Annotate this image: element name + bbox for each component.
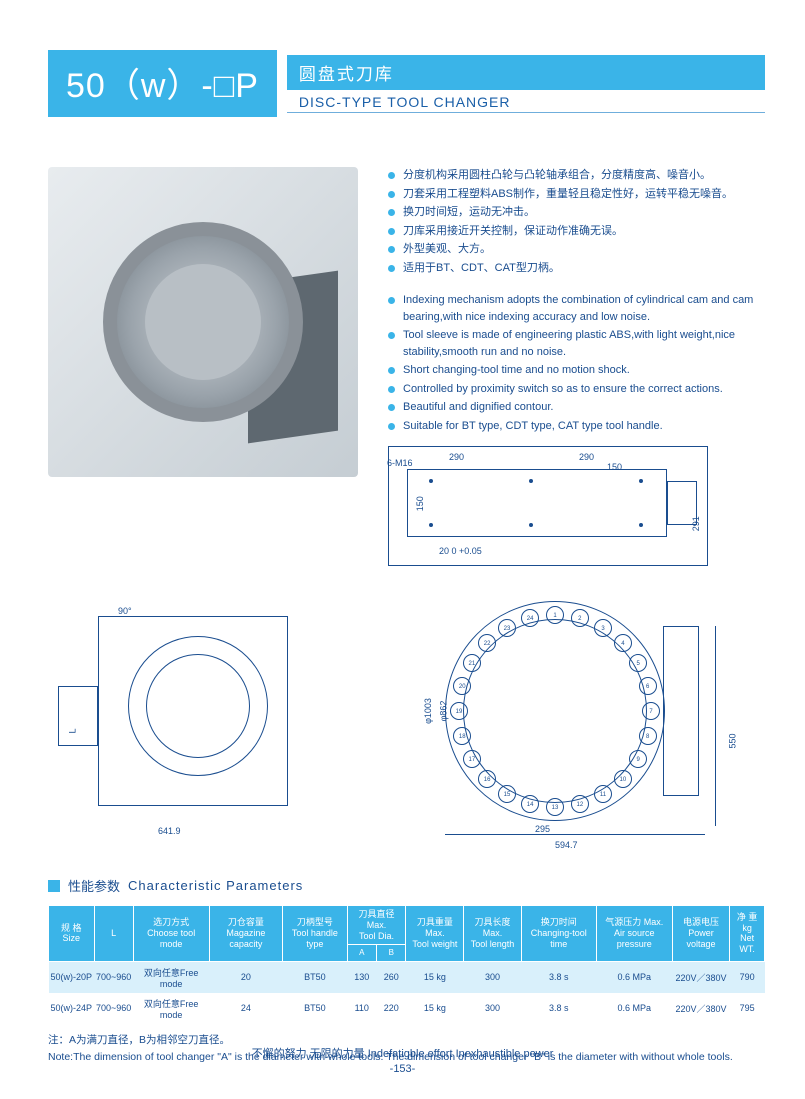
tool-pocket: 18 <box>453 727 471 745</box>
dim-text: 291 <box>690 516 704 531</box>
feature-item: 外型美观、大方。 <box>388 241 765 258</box>
top-section: 分度机构采用圆柱凸轮与凸轮轴承组合，分度精度高、噪音小。 刀套采用工程塑料ABS… <box>48 167 765 566</box>
tool-pocket: 14 <box>521 795 539 813</box>
top-view-drawing: 290 290 150 6-M16 150 20 0 +0.05 291 <box>388 446 708 566</box>
dim-text: 290 <box>449 451 464 465</box>
tool-pocket: 7 <box>642 702 660 720</box>
th-changetime: 换刀时间Changing-tool time <box>521 906 596 962</box>
feature-item: Short changing-tool time and no motion s… <box>388 362 765 379</box>
th-capacity: 刀仓容量Magazine capacity <box>209 906 283 962</box>
dim-text: 20 0 +0.05 <box>439 545 482 559</box>
th-netwt: 净 重 kgNet WT. <box>730 906 765 962</box>
table-row: 50(w)-20P 700~960 双向任意Free mode 20 BT50 … <box>49 961 765 993</box>
feature-item: Tool sleeve is made of engineering plast… <box>388 327 765 360</box>
th-mode: 选刀方式Choose tool mode <box>133 906 209 962</box>
params-table: 规 格Size L 选刀方式Choose tool mode 刀仓容量Magaz… <box>48 905 765 1024</box>
feature-item: 适用于BT、CDT、CAT型刀柄。 <box>388 260 765 277</box>
th-tooldia: 刀具直径 Max.Tool Dia. <box>347 906 406 945</box>
bullet-icon <box>388 423 395 430</box>
section-marker-icon <box>48 880 60 892</box>
feature-item: Controlled by proximity switch so as to … <box>388 381 765 398</box>
bullet-icon <box>388 172 395 179</box>
bullet-icon <box>388 332 395 339</box>
tool-pocket: 16 <box>478 770 496 788</box>
params-title: 性能参数 Characteristic Parameters <box>48 876 765 895</box>
feature-item: Beautiful and dignified contour. <box>388 399 765 416</box>
dim-text: 90° <box>118 606 132 616</box>
dim-text: 641.9 <box>158 826 181 836</box>
features-cn: 分度机构采用圆柱凸轮与凸轮轴承组合，分度精度高、噪音小。 刀套采用工程塑料ABS… <box>388 167 765 276</box>
dim-text: 295 <box>535 824 550 834</box>
feature-item: 分度机构采用圆柱凸轮与凸轮轴承组合，分度精度高、噪音小。 <box>388 167 765 184</box>
th-sub-b: B <box>377 945 406 962</box>
dim-text: 150 <box>607 461 622 475</box>
page-number: -153- <box>0 1063 805 1075</box>
tool-pocket: 2 <box>571 609 589 627</box>
tool-pocket: 9 <box>629 750 647 768</box>
tool-pocket: 12 <box>571 795 589 813</box>
tool-pocket: 6 <box>639 677 657 695</box>
feature-item: 换刀时间短，运动无冲击。 <box>388 204 765 221</box>
tool-pocket: 5 <box>629 654 647 672</box>
dim-text: 150 <box>414 496 428 511</box>
page-footer: 不懈的努力 无限的力量 Indefatigble effort Inexhaus… <box>0 1045 805 1075</box>
bullet-icon <box>388 191 395 198</box>
tool-pocket: 1 <box>546 606 564 624</box>
tool-pocket: 23 <box>498 619 516 637</box>
front-view-drawing: 123456789101112131415161718192021222324 … <box>385 596 765 856</box>
section-title-en: Characteristic Parameters <box>128 878 303 893</box>
th-sub-a: A <box>347 945 376 962</box>
th-l: L <box>94 906 133 962</box>
feature-item: Indexing mechanism adopts the combinatio… <box>388 292 765 325</box>
tool-pocket: 21 <box>463 654 481 672</box>
th-air: 气源压力 Max.Air source pressure <box>596 906 672 962</box>
bullet-icon <box>388 265 395 272</box>
tool-pocket: 13 <box>546 798 564 816</box>
bullet-icon <box>388 228 395 235</box>
header-band: 50（w）-□P 圆盘式刀库 DISC-TYPE TOOL CHANGER <box>48 50 765 117</box>
footer-tagline: 不懈的努力 无限的力量 Indefatigble effort Inexhaus… <box>0 1045 805 1061</box>
technical-drawings: 641.9 90° L 1234567891011121314151617181… <box>48 596 765 856</box>
tool-pocket: 11 <box>594 785 612 803</box>
dim-text: φ862 <box>438 701 448 722</box>
dim-text: 6-M16 <box>387 457 413 471</box>
tool-pocket: 15 <box>498 785 516 803</box>
feature-item: 刀套采用工程塑料ABS制作，重量轻且稳定性好，运转平稳无噪音。 <box>388 186 765 203</box>
section-title-cn: 性能参数 <box>68 876 120 895</box>
bullet-icon <box>388 246 395 253</box>
th-length: 刀具长度 Max.Tool length <box>464 906 522 962</box>
th-voltage: 电源电压Power voltage <box>672 906 729 962</box>
model-number: 50（w）-□P <box>48 50 277 117</box>
dim-text: L <box>68 728 78 733</box>
th-weight: 刀具重量 Max.Tool weight <box>406 906 464 962</box>
bullet-icon <box>388 297 395 304</box>
feature-item: Suitable for BT type, CDT type, CAT type… <box>388 418 765 435</box>
feature-item: 刀库采用接近开关控制，保证动作准确无误。 <box>388 223 765 240</box>
dim-text: 290 <box>579 451 594 465</box>
tool-pocket: 10 <box>614 770 632 788</box>
bullet-icon <box>388 209 395 216</box>
title-en: DISC-TYPE TOOL CHANGER <box>287 90 765 113</box>
tool-pocket: 17 <box>463 750 481 768</box>
feature-column: 分度机构采用圆柱凸轮与凸轮轴承组合，分度精度高、噪音小。 刀套采用工程塑料ABS… <box>358 167 765 566</box>
bullet-icon <box>388 404 395 411</box>
bullet-icon <box>388 367 395 374</box>
dim-text: 594.7 <box>555 840 578 850</box>
dim-text: φ1003 <box>423 698 433 724</box>
th-handle: 刀柄型号Tool handle type <box>283 906 347 962</box>
side-view-drawing: 641.9 90° L <box>48 596 348 856</box>
product-render <box>48 167 358 477</box>
title-cn: 圆盘式刀库 <box>287 55 765 90</box>
title-block: 圆盘式刀库 DISC-TYPE TOOL CHANGER <box>287 50 765 117</box>
tool-pocket: 19 <box>450 702 468 720</box>
tool-pocket: 8 <box>639 727 657 745</box>
bullet-icon <box>388 386 395 393</box>
features-en: Indexing mechanism adopts the combinatio… <box>388 292 765 434</box>
tool-pocket: 4 <box>614 634 632 652</box>
dim-text: 550 <box>728 733 738 748</box>
table-row: 50(w)-24P 700~960 双向任意Free mode 24 BT50 … <box>49 993 765 1024</box>
th-size: 规 格Size <box>49 906 95 962</box>
tool-pocket: 3 <box>594 619 612 637</box>
